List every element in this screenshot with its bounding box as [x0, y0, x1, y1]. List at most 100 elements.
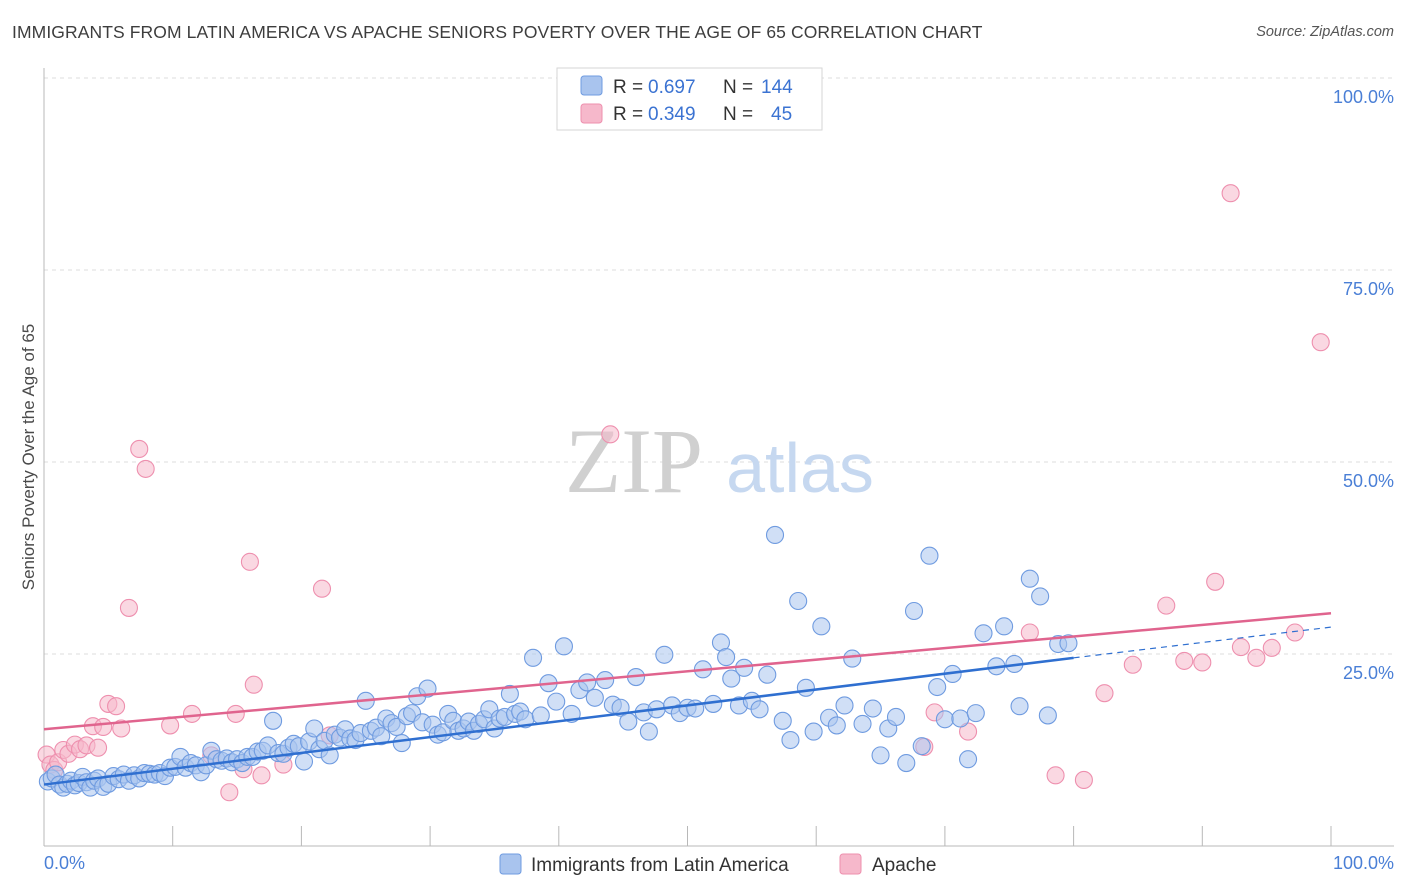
- latin-america-point: [655, 645, 674, 664]
- latin-america-point: [804, 722, 823, 741]
- latin-america-point: [1038, 706, 1057, 725]
- apache-point: [1311, 333, 1330, 352]
- latin-america-point: [912, 737, 931, 756]
- latin-america-trendline: [43, 656, 1074, 786]
- latin-america-point: [871, 746, 890, 765]
- latin-america-point: [294, 752, 314, 771]
- apache-point: [1020, 623, 1039, 642]
- latin-america-point: [547, 692, 566, 711]
- latin-america-point: [372, 727, 391, 746]
- bottom-legend-swatch-pink: [839, 853, 862, 875]
- latin-america-point: [920, 546, 939, 565]
- latin-america-point: [951, 709, 970, 728]
- apache-point: [1046, 766, 1065, 785]
- latin-america-point: [765, 525, 785, 545]
- bottom-legend-label-blue: Immigrants from Latin America: [531, 855, 789, 876]
- apache-point: [252, 766, 271, 785]
- bottom-legend-swatch-blue: [499, 853, 522, 875]
- latin-america-point: [531, 706, 550, 725]
- latin-america-point: [827, 716, 846, 735]
- apache-point: [130, 439, 149, 458]
- latin-america-trendline-extension: [1073, 626, 1332, 659]
- x-axis-ticks: [43, 826, 1332, 846]
- latin-america-point: [1031, 587, 1050, 606]
- apache-point: [1221, 184, 1240, 203]
- latin-america-point: [781, 730, 800, 750]
- y-axis-tick-labels: 25.0% 50.0% 75.0% 100.0%: [1333, 87, 1394, 683]
- latin-america-point: [392, 734, 411, 753]
- bottom-legend: Immigrants from Latin America Apache: [499, 853, 936, 876]
- apache-point: [220, 783, 239, 802]
- apache-point: [312, 579, 332, 598]
- latin-america-point: [843, 649, 862, 668]
- legend-r-label-2: R =: [613, 104, 643, 125]
- apache-trendline: [43, 612, 1332, 731]
- watermark-zip: ZIP: [565, 410, 703, 512]
- latin-america-point: [789, 591, 808, 611]
- latin-america-point: [524, 648, 543, 667]
- apache-point: [1285, 623, 1305, 642]
- latin-america-point: [835, 696, 854, 715]
- apache-point: [107, 697, 126, 716]
- apache-point: [182, 704, 202, 723]
- apache-point: [1074, 770, 1093, 790]
- latin-america-point: [305, 719, 324, 738]
- legend-n-value-1: 144: [761, 77, 793, 98]
- y-tick-label-50: 50.0%: [1343, 471, 1394, 491]
- legend-swatch-blue: [580, 75, 603, 96]
- legend-swatch-pink: [580, 103, 603, 124]
- apache-point: [1231, 638, 1250, 657]
- latin-america-point: [750, 700, 769, 719]
- legend-r-label-1: R =: [613, 77, 643, 98]
- latin-america-point: [1010, 697, 1029, 716]
- legend-n-label-1: N =: [723, 77, 753, 98]
- latin-america-point: [928, 677, 947, 697]
- apache-point: [1095, 684, 1114, 703]
- latin-america-point: [585, 688, 604, 707]
- latin-america-point: [717, 648, 736, 667]
- latin-america-point: [812, 617, 831, 636]
- chart-source: Source: ZipAtlas.com: [1256, 24, 1394, 40]
- latin-america-point: [853, 714, 872, 733]
- latin-america-point: [639, 722, 658, 741]
- latin-america-point: [264, 711, 283, 730]
- y-tick-label-75: 75.0%: [1343, 279, 1394, 299]
- latin-america-point: [500, 684, 519, 703]
- y-tick-label-25: 25.0%: [1343, 663, 1394, 683]
- apache-points: [37, 184, 1330, 802]
- apache-point: [240, 552, 259, 571]
- latin-america-point: [722, 669, 741, 688]
- apache-point: [244, 675, 263, 694]
- legend-box: R = 0.697 N = 144 R = 0.349 N = 45: [556, 67, 823, 131]
- apache-point: [1175, 651, 1194, 670]
- trend-lines: [43, 612, 1332, 786]
- y-axis-label: Seniors Poverty Over the Age of 65: [19, 324, 38, 590]
- apache-point: [119, 598, 138, 617]
- latin-america-point: [758, 665, 777, 684]
- latin-america-point: [554, 637, 573, 656]
- x-tick-label-max: 100.0%: [1333, 853, 1394, 873]
- latin-america-point: [1059, 634, 1078, 653]
- latin-america-point: [863, 699, 882, 718]
- y-tick-label-100: 100.0%: [1333, 87, 1394, 107]
- latin-america-point: [619, 712, 638, 731]
- latin-america-points: [38, 525, 1078, 797]
- latin-america-point: [904, 601, 924, 621]
- latin-america-point: [959, 750, 978, 769]
- legend-n-label-2: N =: [723, 104, 753, 125]
- latin-america-point: [897, 754, 916, 773]
- watermark-atlas: atlas: [726, 429, 874, 507]
- legend-r-value-2: 0.349: [648, 104, 696, 125]
- x-tick-label-min: 0.0%: [44, 853, 85, 873]
- chart-title: IMMIGRANTS FROM LATIN AMERICA VS APACHE …: [12, 22, 983, 42]
- latin-america-point: [418, 679, 437, 698]
- latin-america-point: [773, 711, 792, 730]
- apache-point: [1206, 572, 1225, 591]
- apache-point: [601, 425, 620, 444]
- latin-america-point: [995, 617, 1014, 636]
- latin-america-point: [935, 710, 954, 729]
- apache-point: [1262, 638, 1281, 657]
- apache-point: [94, 717, 113, 737]
- latin-america-point: [1020, 569, 1039, 588]
- legend-n-value-2: 45: [771, 104, 792, 125]
